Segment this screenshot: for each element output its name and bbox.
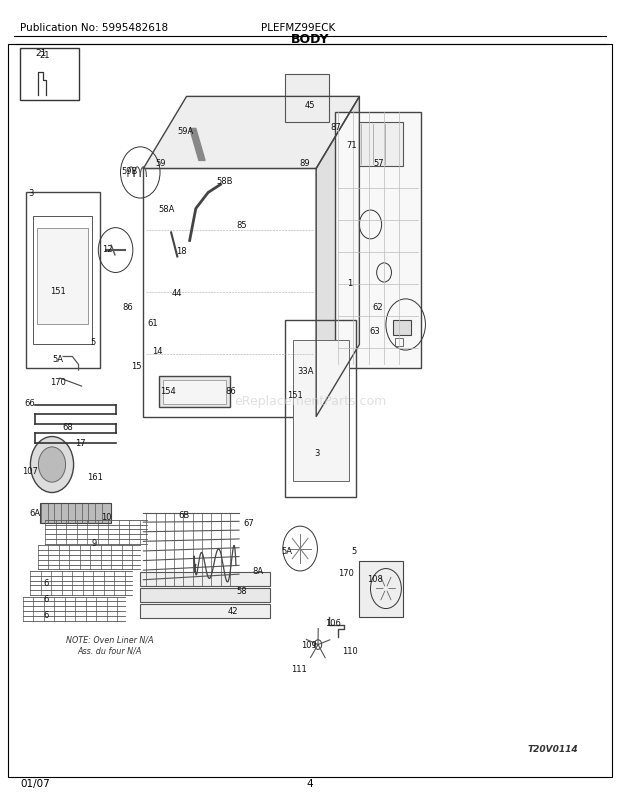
Bar — [293, 341, 349, 481]
Text: 108: 108 — [367, 574, 383, 583]
Text: 170: 170 — [338, 569, 354, 577]
Text: 17: 17 — [75, 439, 86, 448]
Text: 33A: 33A — [297, 367, 313, 375]
Circle shape — [30, 437, 74, 493]
Text: 85: 85 — [237, 221, 247, 229]
Bar — [26, 193, 100, 369]
Text: 12: 12 — [102, 245, 113, 253]
Text: 1: 1 — [347, 278, 353, 287]
Text: 15: 15 — [131, 362, 141, 371]
Text: 21: 21 — [39, 51, 50, 59]
Text: 67: 67 — [243, 518, 254, 527]
Text: 87: 87 — [330, 124, 341, 132]
Polygon shape — [190, 129, 205, 161]
Text: Publication No: 5995482618: Publication No: 5995482618 — [20, 22, 168, 33]
Text: 106: 106 — [326, 618, 342, 628]
Text: 8A: 8A — [252, 566, 263, 575]
Text: 6A: 6A — [30, 508, 41, 517]
Text: 110: 110 — [342, 646, 358, 655]
Bar — [360, 123, 402, 167]
Bar — [159, 377, 230, 407]
Text: 5A: 5A — [53, 354, 64, 363]
Text: 4: 4 — [307, 778, 313, 788]
Bar — [285, 321, 356, 497]
Text: 5: 5 — [352, 547, 357, 556]
Bar — [140, 604, 270, 618]
Polygon shape — [316, 97, 360, 417]
Bar — [40, 504, 110, 523]
Text: 18: 18 — [176, 246, 187, 255]
Bar — [33, 217, 92, 345]
Text: 170: 170 — [50, 377, 66, 387]
Text: 21: 21 — [36, 49, 47, 58]
Text: 14: 14 — [152, 347, 162, 356]
Text: 10: 10 — [101, 512, 112, 521]
Text: 111: 111 — [291, 664, 307, 673]
Text: PLEFMZ99ECK: PLEFMZ99ECK — [260, 22, 335, 33]
Bar — [163, 380, 226, 404]
Text: 59B: 59B — [122, 166, 138, 176]
Circle shape — [38, 448, 66, 483]
Bar — [395, 338, 402, 346]
Bar — [140, 572, 270, 586]
Text: 61: 61 — [148, 318, 158, 327]
Text: 5: 5 — [90, 338, 95, 346]
Text: 58A: 58A — [159, 205, 175, 213]
Text: 68: 68 — [63, 422, 73, 431]
Text: 6: 6 — [43, 595, 48, 604]
Polygon shape — [143, 97, 360, 169]
Text: 44: 44 — [172, 289, 182, 298]
Text: 62: 62 — [373, 302, 383, 311]
Bar — [285, 75, 329, 123]
Bar — [335, 113, 421, 369]
Bar — [140, 588, 270, 602]
Text: 154: 154 — [160, 387, 176, 396]
Text: 3: 3 — [29, 188, 33, 198]
Bar — [20, 50, 79, 101]
Text: 59A: 59A — [177, 127, 193, 136]
Text: 6B: 6B — [179, 510, 190, 519]
Text: BODY: BODY — [291, 33, 329, 47]
Text: NOTE: Oven Liner N/A
Ass. du four N/A: NOTE: Oven Liner N/A Ass. du four N/A — [66, 635, 153, 654]
Text: 151: 151 — [50, 286, 66, 295]
Text: 107: 107 — [22, 466, 38, 475]
Text: 6: 6 — [43, 610, 48, 620]
Bar — [360, 561, 402, 617]
Text: 57: 57 — [374, 158, 384, 168]
Bar — [393, 321, 410, 335]
Text: 58: 58 — [237, 587, 247, 596]
Text: 6: 6 — [43, 579, 48, 588]
Text: 9: 9 — [91, 539, 97, 548]
Bar — [143, 169, 316, 417]
Text: 3: 3 — [315, 448, 320, 457]
Text: 66: 66 — [24, 398, 35, 407]
Text: 58B: 58B — [216, 176, 233, 186]
Text: 5A: 5A — [281, 547, 292, 556]
Text: 42: 42 — [228, 606, 238, 615]
Text: 151: 151 — [286, 390, 303, 399]
Text: 59: 59 — [156, 158, 166, 168]
Text: 161: 161 — [87, 472, 103, 481]
Text: 89: 89 — [299, 158, 311, 168]
Text: 01/07: 01/07 — [20, 778, 50, 788]
Text: 45: 45 — [305, 101, 315, 110]
Text: 86: 86 — [226, 387, 236, 396]
Bar — [37, 229, 88, 325]
Text: eReplacementParts.com: eReplacementParts.com — [234, 395, 386, 407]
Text: 63: 63 — [370, 326, 380, 335]
Text: 86: 86 — [123, 302, 133, 311]
Text: 71: 71 — [347, 141, 357, 150]
Text: 109: 109 — [301, 640, 317, 650]
Text: T20V0114: T20V0114 — [528, 744, 578, 753]
